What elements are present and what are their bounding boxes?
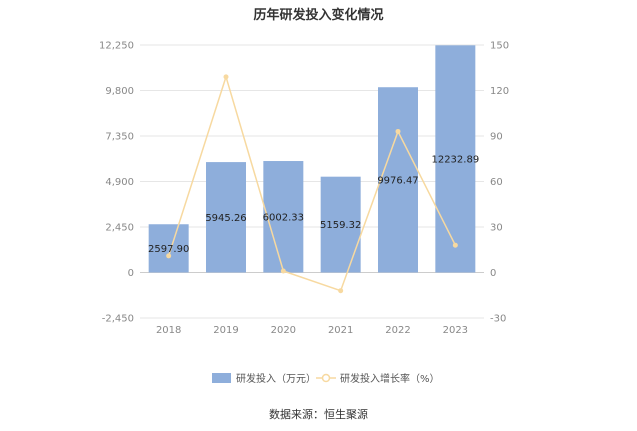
line-point[interactable] xyxy=(166,253,172,259)
y-right-tick-label: 90 xyxy=(490,132,503,143)
bar[interactable] xyxy=(378,87,418,273)
grid xyxy=(140,44,484,319)
x-tick-label: 2022 xyxy=(385,325,410,336)
legend-swatch-marker xyxy=(321,373,331,383)
y-right-tick-label: 60 xyxy=(490,177,503,188)
line-point[interactable] xyxy=(395,128,401,134)
line-point[interactable] xyxy=(452,242,458,248)
chart-title: 历年研发投入变化情况 xyxy=(253,7,383,23)
bar[interactable] xyxy=(263,161,304,273)
bar-value-label: 12232.89 xyxy=(431,154,479,165)
x-tick-label: 2021 xyxy=(328,325,353,336)
growth-line xyxy=(167,74,457,292)
legend: 研发投入（万元） 研发投入增长率（%） xyxy=(212,372,440,385)
legend-label-line: 研发投入增长率（%） xyxy=(340,372,440,385)
bar[interactable] xyxy=(435,45,476,273)
line-point[interactable] xyxy=(338,288,344,294)
bar-value-label: 5945.26 xyxy=(205,213,246,224)
bar-labels: 2597.90 5945.26 6002.33 5159.32 9976.47 12232… xyxy=(148,154,479,254)
y-right-tick-label: 30 xyxy=(490,223,503,234)
y-left-tick-label: 2,450 xyxy=(105,223,134,234)
x-tick-label: 2020 xyxy=(271,325,296,336)
bar[interactable] xyxy=(148,224,189,273)
x-tick-label: 2023 xyxy=(443,325,468,336)
y-right-tick-label: 120 xyxy=(490,86,509,97)
line-series xyxy=(166,74,458,294)
source-note: 数据来源：恒生聚源 xyxy=(269,407,368,421)
bar-value-label: 5159.32 xyxy=(320,220,361,231)
legend-label-bar: 研发投入（万元） xyxy=(236,372,316,385)
y-right-tick-label: 0 xyxy=(490,268,496,279)
legend-swatch-bar[interactable] xyxy=(212,373,231,383)
bar[interactable] xyxy=(206,162,246,273)
bar-value-label: 2597.90 xyxy=(148,244,189,255)
bar-value-label: 9976.47 xyxy=(377,175,418,186)
bar[interactable] xyxy=(320,176,361,273)
y-right-tick-label: 150 xyxy=(490,41,509,52)
left-axis: 12,250 9,800 7,350 4,900 2,450 0 -2,450 xyxy=(99,41,134,325)
line-point[interactable] xyxy=(223,74,229,80)
x-tick-label: 2019 xyxy=(213,325,238,336)
line-point[interactable] xyxy=(280,268,286,274)
bar-series xyxy=(148,45,476,273)
x-axis: 2018 2019 2020 2021 2022 2023 xyxy=(156,325,468,336)
y-left-tick-label: 12,250 xyxy=(99,41,134,52)
y-left-tick-label: -2,450 xyxy=(102,314,134,325)
x-tick-label: 2018 xyxy=(156,325,181,336)
y-left-tick-label: 9,800 xyxy=(105,86,134,97)
y-right-tick-label: -30 xyxy=(490,314,506,325)
y-left-tick-label: 7,350 xyxy=(105,132,134,143)
y-left-tick-label: 0 xyxy=(128,268,134,279)
bar-value-label: 6002.33 xyxy=(263,212,304,223)
y-left-tick-label: 4,900 xyxy=(105,177,134,188)
right-axis: 150 120 90 60 30 0 -30 xyxy=(490,41,509,325)
